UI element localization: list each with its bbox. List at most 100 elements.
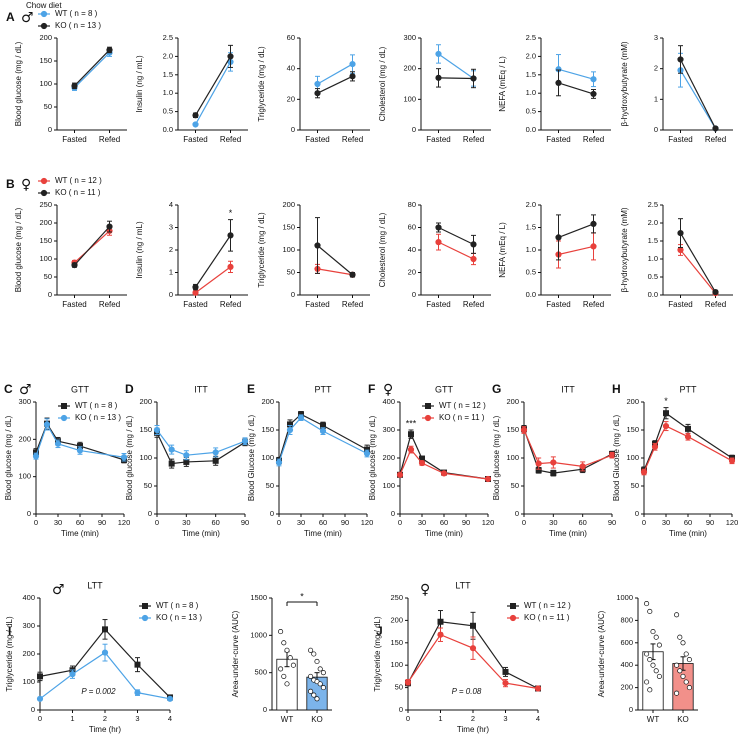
marker	[579, 463, 586, 470]
y-axis-label: Blood Glucose (mg / dL)	[247, 415, 256, 502]
marker	[684, 433, 692, 440]
y-axis-label: Cholesterol (mg / dL)	[378, 212, 387, 287]
y-tick-label: 2.0	[526, 200, 536, 209]
y-tick-label: 50	[44, 272, 52, 281]
y-tick-label: 200	[403, 64, 416, 73]
series-line	[680, 249, 716, 294]
legend-marker	[141, 614, 149, 622]
legend-marker	[509, 614, 517, 622]
y-tick-label: 200	[382, 453, 395, 462]
legend-marker	[40, 22, 48, 30]
y-tick-label: 0	[148, 509, 152, 518]
y-tick-label: 50	[144, 481, 152, 490]
marker	[535, 460, 542, 467]
y-axis-label: Cholesterol (mg / dL)	[378, 46, 387, 121]
x-tick-label: Refed	[99, 135, 120, 144]
legend-label: WT ( n = 12 )	[439, 401, 486, 410]
y-tick-label: 50	[395, 683, 403, 692]
chart-title: ITT	[194, 384, 208, 394]
marker	[297, 414, 305, 421]
x-tick-label: 0	[522, 518, 526, 527]
x-tick-label: 60	[76, 518, 84, 527]
significance: *	[300, 591, 304, 601]
marker	[470, 622, 476, 629]
legend-marker	[142, 603, 148, 609]
y-tick-label: 0.0	[526, 125, 536, 134]
y-tick-label: 200	[22, 649, 35, 658]
series-line	[438, 77, 474, 80]
y-tick-label: 2	[169, 245, 173, 254]
marker	[349, 60, 356, 68]
data-point	[284, 647, 290, 653]
y-tick-label: 500	[254, 668, 267, 677]
y-tick-label: 250	[390, 593, 403, 602]
y-axis-label: Blood glucose (mg / dL)	[368, 415, 377, 500]
figure-caption: Chow diet	[26, 1, 62, 10]
y-tick-label: 100	[22, 677, 35, 686]
marker	[484, 475, 492, 483]
marker	[663, 410, 669, 417]
y-tick-label: 50	[287, 267, 295, 276]
p-value: P = 0.002	[81, 687, 116, 696]
data-point	[680, 640, 686, 646]
marker	[168, 460, 175, 467]
x-axis-label: Time (hr)	[89, 725, 121, 734]
marker	[435, 74, 442, 81]
data-point	[686, 685, 692, 691]
y-tick-label: 1.0	[163, 88, 173, 97]
y-axis-label: Area-under-curve (AUC)	[597, 610, 606, 697]
data-point	[647, 687, 653, 693]
y-tick-label: 100	[403, 94, 416, 103]
y-axis-label: Insulin (ng / mL)	[135, 221, 144, 279]
y-tick-label: 1.5	[526, 70, 536, 79]
chart-title: LTT	[455, 580, 471, 590]
x-tick-label: Fasted	[668, 300, 692, 309]
data-point	[644, 601, 650, 607]
y-axis-label: Blood glucose (mg / dL)	[125, 415, 134, 500]
legend-label: WT ( n = 8 )	[75, 401, 118, 410]
x-tick-label: 3	[135, 714, 139, 723]
series-line	[558, 68, 594, 80]
y-axis-label: β-hydroxybutyrate (mM)	[620, 207, 629, 292]
data-point	[650, 662, 656, 668]
y-tick-label: 1.0	[526, 245, 536, 254]
x-tick-label: 30	[549, 518, 557, 527]
x-tick-label: 90	[241, 518, 249, 527]
marker	[640, 468, 648, 476]
x-tick-label: 4	[168, 714, 172, 723]
significance: *	[664, 396, 668, 406]
x-axis-label: Time (min)	[669, 529, 707, 538]
y-tick-label: 1.5	[526, 222, 536, 231]
y-tick-label: 100	[39, 254, 52, 263]
marker	[69, 671, 76, 678]
y-tick-label: 60	[408, 222, 416, 231]
legend-label: KO ( n = 13 )	[75, 413, 121, 422]
y-axis-label: β-hydroxybutyrate (mM)	[620, 41, 629, 126]
series-line	[558, 82, 594, 95]
y-tick-label: 2.0	[526, 51, 536, 60]
data-point	[281, 640, 287, 646]
x-tick-label: 3	[503, 714, 507, 723]
x-tick-label: Fasted	[62, 135, 86, 144]
x-tick-label: 90	[98, 518, 106, 527]
data-point	[677, 668, 683, 674]
significance: *	[229, 208, 233, 218]
marker	[435, 50, 442, 58]
marker	[396, 471, 404, 478]
series-line	[195, 235, 231, 288]
marker	[106, 46, 113, 54]
x-axis-label: Time (min)	[425, 529, 463, 538]
chart-title: GTT	[435, 384, 453, 394]
marker	[71, 262, 78, 269]
marker	[550, 470, 557, 477]
marker	[470, 255, 477, 263]
data-point	[653, 668, 659, 674]
data-point	[278, 666, 284, 672]
marker	[520, 426, 528, 434]
data-point	[281, 673, 287, 679]
x-axis-label: Time (hr)	[457, 725, 489, 734]
y-tick-label: 1000	[250, 630, 267, 639]
legend-label: KO ( n = 11 )	[439, 413, 485, 422]
marker	[319, 428, 327, 435]
y-axis-label: Triglyceride (mg / dL)	[5, 616, 14, 692]
